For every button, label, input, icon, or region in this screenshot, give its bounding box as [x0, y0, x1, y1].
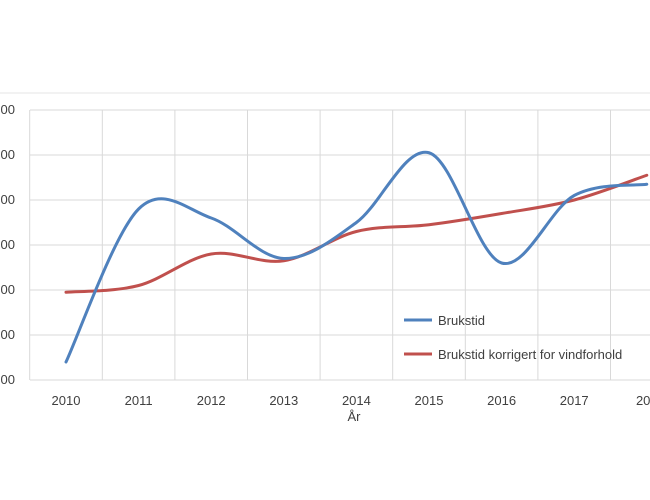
series-line-brukstid-korrigert-for-vindforhold — [64, 173, 649, 294]
y-tick-label: 00 — [1, 327, 15, 342]
x-tick-label: 201 — [636, 393, 650, 408]
grid — [0, 92, 650, 381]
x-tick-label: 2011 — [125, 393, 153, 408]
y-tick-label: 00 — [1, 192, 15, 207]
x-axis-title: År — [348, 409, 362, 424]
x-tick-label: 2013 — [269, 393, 298, 408]
x-axis-ticks: 2010 2011 2012 2013 2014 2015 2016 2017 201 — [52, 393, 650, 408]
y-tick-label: 00 — [1, 102, 15, 117]
y-tick-label: 00 — [1, 237, 15, 252]
y-axis-ticks: 00 00 00 00 00 00 00 — [1, 102, 15, 387]
x-tick-label: 2014 — [342, 393, 371, 408]
legend-label: Brukstid korrigert for vindforhold — [438, 347, 622, 362]
y-tick-label: 00 — [1, 282, 15, 297]
x-tick-label: 2016 — [487, 393, 516, 408]
series-line-brukstid — [64, 150, 649, 364]
y-tick-label: 00 — [1, 147, 15, 162]
y-tick-label: 00 — [1, 372, 15, 387]
x-tick-label: 2010 — [52, 393, 81, 408]
x-tick-label: 2015 — [415, 393, 444, 408]
series-lines — [64, 150, 649, 364]
x-tick-label: 2017 — [560, 393, 589, 408]
x-tick-label: 2012 — [197, 393, 226, 408]
legend: Brukstid Brukstid korrigert for vindforho… — [404, 313, 622, 362]
legend-label: Brukstid — [438, 313, 485, 328]
